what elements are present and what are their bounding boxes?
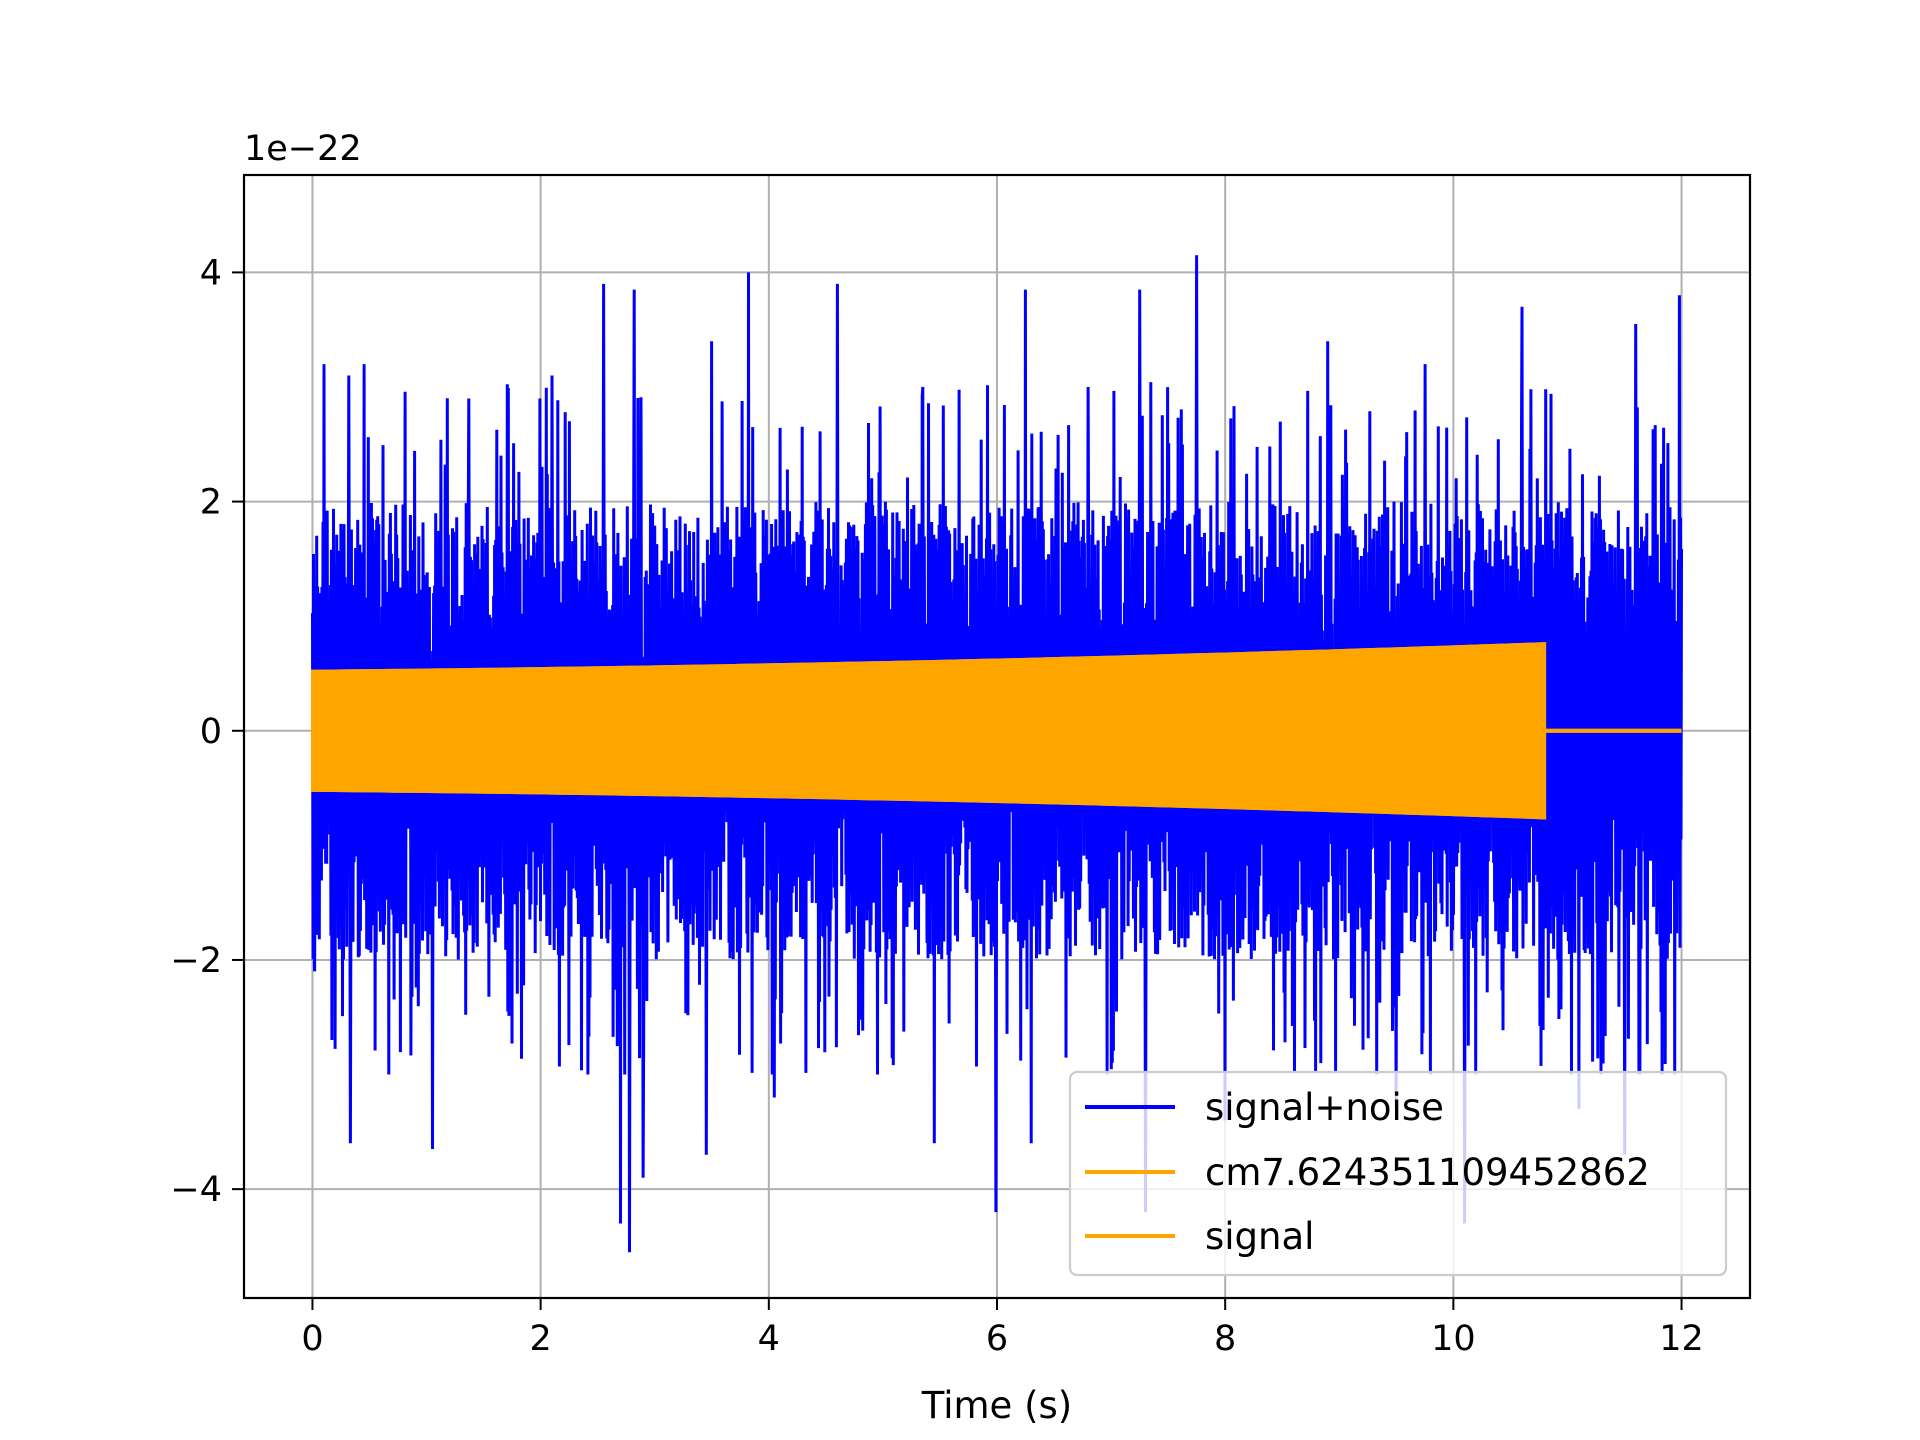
x-tick-label-4: 4 <box>758 1319 780 1359</box>
legend-box <box>1068 1070 1728 1277</box>
legend: signal+noise cm7.624351109452862 signal <box>1068 1070 1728 1277</box>
x-axis-label: Time (s) <box>921 1384 1072 1427</box>
ticks: 0 2 4 6 8 10 12 −4 −2 0 2 4 <box>170 253 1703 1359</box>
y-tick-label--2: −2 <box>170 941 222 981</box>
offset-label: 1e−22 <box>244 129 362 169</box>
y-tick-label-2: 2 <box>200 483 222 523</box>
x-tick-label-0: 0 <box>301 1319 323 1359</box>
x-tick-label-10: 10 <box>1431 1319 1476 1359</box>
y-tick-label-4: 4 <box>200 253 222 293</box>
legend-entry-template: cm7.624351109452862 <box>1205 1151 1650 1194</box>
x-tick-label-12: 12 <box>1659 1319 1704 1359</box>
plot-series <box>311 255 1683 1253</box>
x-tick-label-2: 2 <box>529 1319 551 1359</box>
series-signal-band <box>311 642 1547 820</box>
x-tick-label-6: 6 <box>986 1319 1008 1359</box>
y-tick-label--4: −4 <box>170 1170 222 1210</box>
y-tick-label-0: 0 <box>200 712 222 752</box>
legend-entry-signal-noise: signal+noise <box>1205 1086 1444 1129</box>
legend-entry-signal: signal <box>1205 1215 1314 1258</box>
x-tick-label-8: 8 <box>1214 1319 1236 1359</box>
